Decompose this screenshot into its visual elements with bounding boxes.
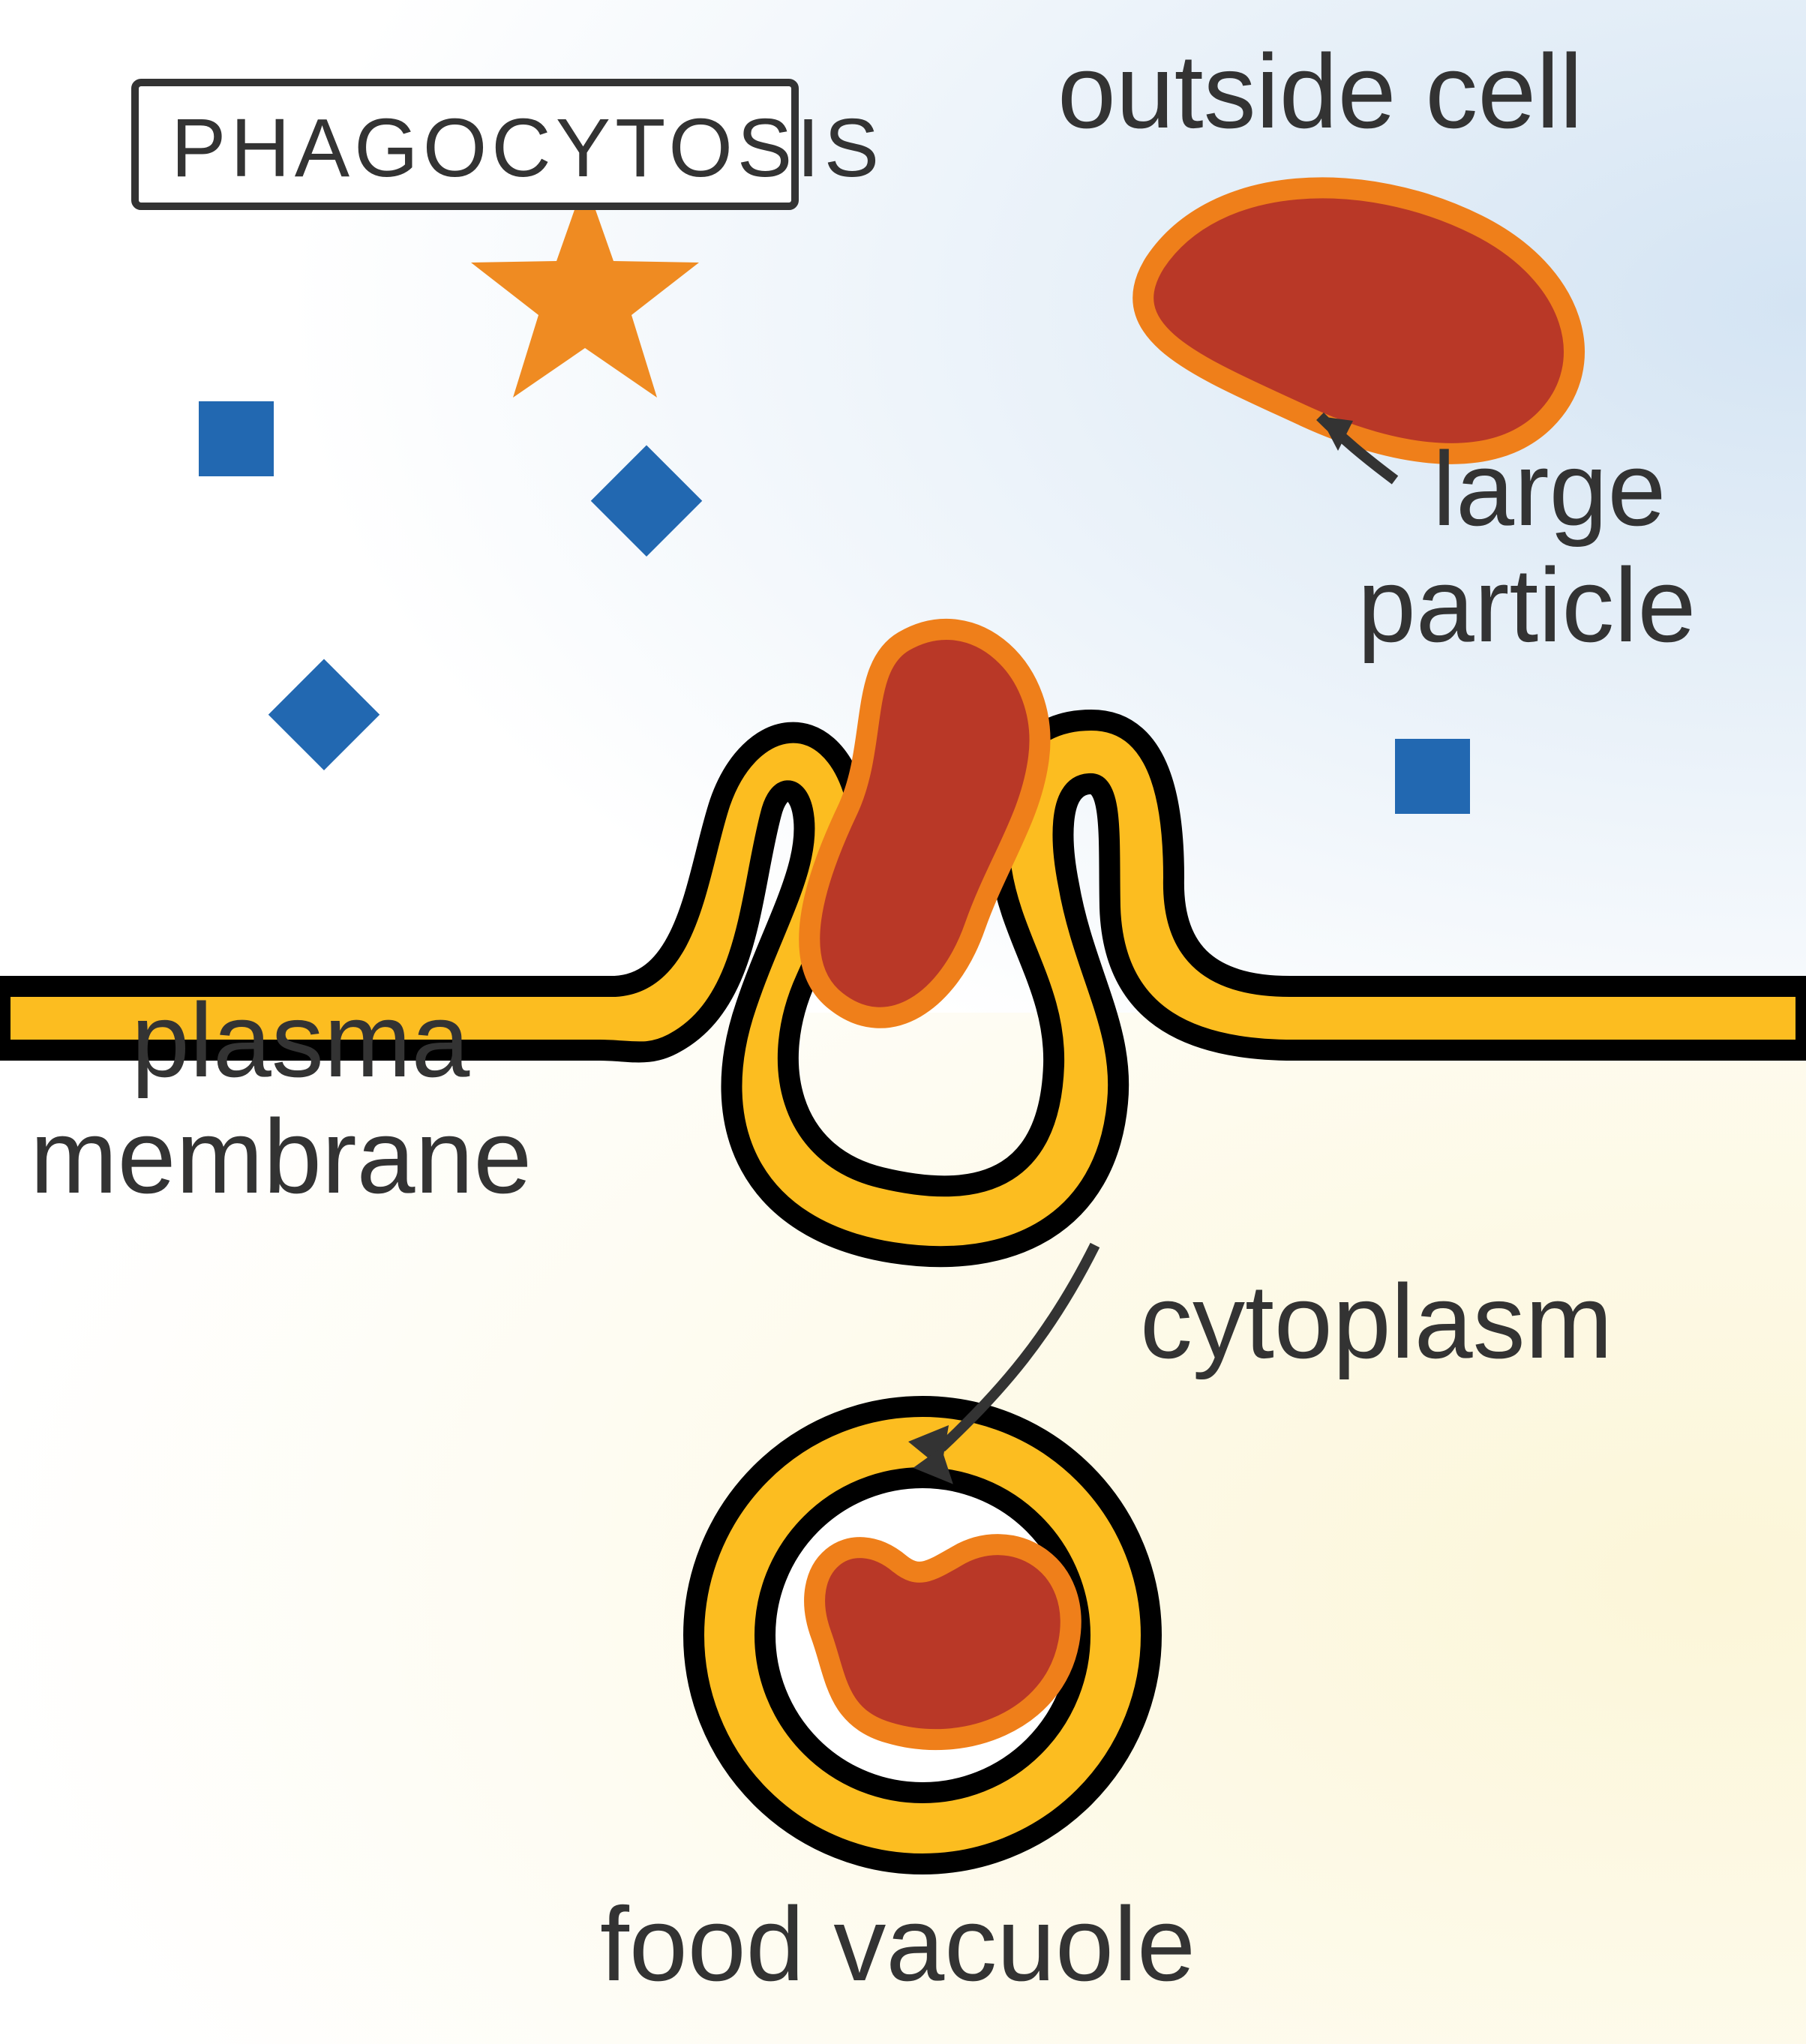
label-large-particle-line1: large	[1432, 430, 1666, 548]
label-cytoplasm: cytoplasm	[1140, 1262, 1612, 1380]
label-plasma-line1: plasma	[131, 981, 470, 1099]
label-large-particle-line2: particle	[1358, 546, 1696, 664]
label-outside-cell: outside cell	[1058, 32, 1582, 150]
blue-square	[199, 401, 274, 476]
diagram-title: PHAGOCYTOSIS	[171, 102, 884, 194]
label-plasma-line2: membrane	[30, 1097, 532, 1215]
large-particle-in-vacuole	[814, 1544, 1071, 1739]
label-food-vacuole: food vacuole	[600, 1885, 1196, 2003]
blue-square	[1395, 739, 1470, 814]
phagocytosis-diagram: PHAGOCYTOSIS outside cell large particle…	[0, 0, 1806, 2044]
